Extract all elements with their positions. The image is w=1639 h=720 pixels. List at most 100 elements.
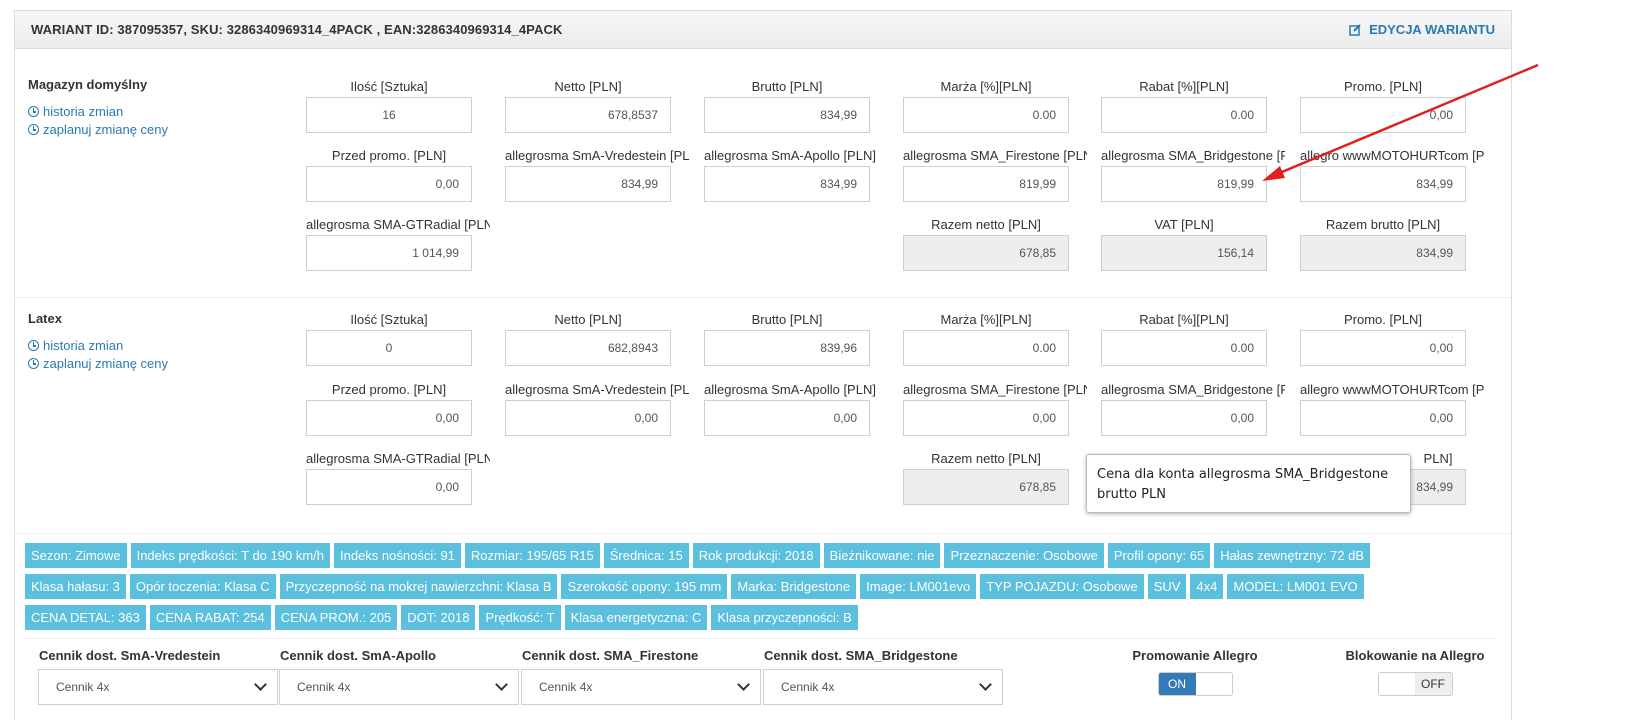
field-input[interactable]: 0.00 [1101,97,1267,133]
field-input: 834,99 [1300,235,1466,271]
field-input[interactable]: 0,00 [1300,97,1466,133]
field-label: Rabat [%][PLN] [1139,79,1229,94]
price-list-select[interactable]: Cennik 4x [279,669,519,705]
attribute-tag: Klasa przyczepności: B [711,605,858,630]
field-input[interactable]: 682,8943 [505,330,671,366]
field-input[interactable]: 0,00 [306,166,472,202]
field-before-promo: Przed promo. [PLN] 0,00 [306,148,496,202]
attribute-tag: Profil opony: 65 [1107,543,1211,568]
attribute-tag: Prędkość: T [479,605,561,630]
field-input[interactable]: 834,99 [505,166,671,202]
field-input[interactable]: 0.00 [1101,330,1267,366]
field-vredestein: allegrosma SmA-Vredestein [PLN] 834,99 [505,148,695,202]
field-label: allegrosma SmA-Vredestein [PLN] [505,382,689,397]
field-input[interactable]: 678,8537 [505,97,671,133]
field-apollo: allegrosma SmA-Apollo [PLN] 834,99 [704,148,894,202]
select-value: Cennik 4x [539,680,593,694]
field-input[interactable]: 16 [306,97,472,133]
price-list-select[interactable]: Cennik 4x [521,669,761,705]
field-input: 156,14 [1101,235,1267,271]
field-promo: Promo. [PLN] 0,00 [1300,79,1490,133]
field-bridgestone: allegrosma SMA_Bridgestone [PLN] 819,99 [1101,148,1291,202]
field-input[interactable]: 819,99 [903,166,1069,202]
attribute-tag: Przeznaczenie: Osobowe [944,543,1104,568]
field-label: allegrosma SMA_Firestone [PLN] [903,148,1087,163]
attribute-tag: Rozmiar: 195/65 R15 [464,543,600,568]
schedule-price-link[interactable]: zaplanuj zmianę ceny [28,356,298,371]
attribute-tag: Klasa hałasu: 3 [25,574,126,599]
attribute-tag: Bieżnikowane: nie [823,543,941,568]
select-value: Cennik 4x [297,680,351,694]
panel-header: WARIANT ID: 387095357, SKU: 328634096931… [15,11,1511,49]
field-label: Przed promo. [PLN] [331,148,447,163]
warehouse-latex: Latex historia zmian zaplanuj zmianę cen… [15,298,1511,534]
field-margin: Marża [%][PLN] 0.00 [903,79,1093,133]
field-label: allegrosma SmA-Apollo [PLN] [704,148,876,163]
field-input[interactable]: 0.00 [903,330,1069,366]
attribute-tag: Opór toczenia: Klasa C [129,574,276,599]
field-input[interactable]: 834,99 [704,97,870,133]
block-allegro-label: Blokowanie na Allegro [1345,648,1485,663]
field-input[interactable]: 0.00 [903,97,1069,133]
select-value: Cennik 4x [56,680,110,694]
attribute-tag: CENA RABAT: 254 [149,605,271,630]
chevron-down-icon [495,678,508,691]
history-link[interactable]: historia zmian [28,338,298,353]
field-label: Rabat [%][PLN] [1139,312,1229,327]
clock-icon [28,124,39,135]
field-input[interactable]: 0,00 [306,400,472,436]
field-input[interactable]: 834,99 [1300,166,1466,202]
clock-icon [28,340,39,351]
schedule-price-link[interactable]: zaplanuj zmianę ceny [28,122,298,137]
attribute-tag: Rok produkcji: 2018 [692,543,820,568]
price-list-label: Cennik dost. SmA-Apollo [280,648,436,663]
attribute-tag: Indeks prędkości: T do 190 km/h [130,543,330,568]
price-list-apollo: Cennik dost. SmA-Apollo Cennik 4x [279,648,519,705]
toggle-off: OFF [1414,673,1452,695]
edit-variant-label: EDYCJA WARIANTU [1369,22,1495,37]
price-list-select[interactable]: Cennik 4x [763,669,1003,705]
field-bridgestone: allegrosma SMA_Bridgestone [PLN] 0,00 [1101,382,1291,436]
price-list-firestone: Cennik dost. SMA_Firestone Cennik 4x [521,648,761,705]
field-input[interactable]: 819,99 [1101,166,1267,202]
toggle-knob [1195,673,1232,695]
field-input[interactable]: 0,00 [903,400,1069,436]
field-input[interactable]: 0,00 [1300,330,1466,366]
field-input[interactable]: 1 014,99 [306,235,472,271]
field-input[interactable]: 0,00 [1300,400,1466,436]
attribute-tag: CENA DETAL: 363 [25,605,146,630]
field-input[interactable]: 834,99 [704,166,870,202]
field-input: 678,85 [903,235,1069,271]
promo-allegro-toggle[interactable]: ON [1157,672,1233,696]
chevron-down-icon [254,678,267,691]
toggle-knob [1378,673,1415,695]
field-input[interactable]: 0,00 [704,400,870,436]
field-total-net: Razem netto [PLN] 678,85 [903,451,1093,505]
tag-row: Klasa hałasu: 3 Opór toczenia: Klasa C Prz… [25,574,1505,599]
field-input[interactable]: 0,00 [306,469,472,505]
field-input[interactable]: 0,00 [505,400,671,436]
clock-icon [28,358,39,369]
block-allegro-toggle[interactable]: OFF [1377,672,1453,696]
field-label: Brutto [PLN] [751,312,823,327]
field-label: Brutto [PLN] [751,79,823,94]
field-input[interactable]: 0,00 [1101,400,1267,436]
field-input[interactable]: 0 [306,330,472,366]
select-value: Cennik 4x [781,680,835,694]
chevron-down-icon [737,678,750,691]
field-net: Netto [PLN] 678,8537 [505,79,695,133]
price-list-label: Cennik dost. SmA-Vredestein [39,648,221,663]
variant-title: WARIANT ID: 387095357, SKU: 328634096931… [31,22,563,37]
field-apollo: allegrosma SmA-Apollo [PLN] 0,00 [704,382,894,436]
price-list-select[interactable]: Cennik 4x [38,669,278,705]
promo-allegro-label: Promowanie Allegro [1132,648,1258,663]
history-link[interactable]: historia zmian [28,104,298,119]
field-label: Marża [%][PLN] [940,79,1032,94]
attribute-tag: Sezon: Zimowe [25,543,127,568]
attribute-tag: SUV [1147,574,1187,599]
field-label: PLN] [1423,451,1453,466]
edit-variant-link[interactable]: EDYCJA WARIANTU [1349,22,1495,37]
field-input[interactable]: 839,96 [704,330,870,366]
field-firestone: allegrosma SMA_Firestone [PLN] 0,00 [903,382,1093,436]
field-gross: Brutto [PLN] 839,96 [704,312,894,366]
